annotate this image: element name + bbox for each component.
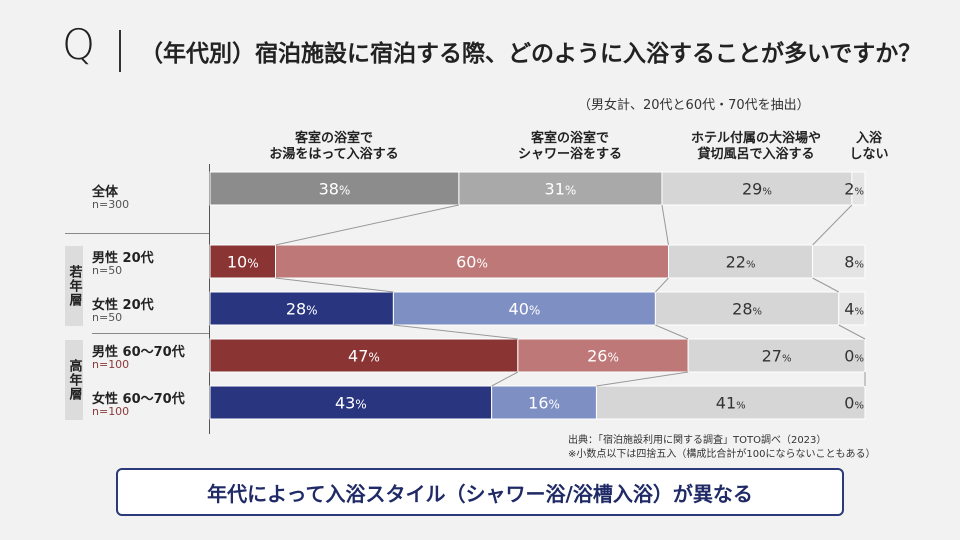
- data-label: 28%: [286, 300, 318, 319]
- column-header-line: しない: [849, 147, 889, 162]
- separator-line: [92, 333, 209, 334]
- column-header-shower: 客室の浴室で シャワー浴をする: [500, 131, 640, 163]
- data-label: 43%: [335, 394, 367, 413]
- bar-public-bath: [654, 291, 840, 326]
- connector-line: [275, 277, 394, 293]
- connector-line: [275, 204, 460, 246]
- row-label-female-20s: 女性 20代: [92, 298, 154, 313]
- row-label-overall: 全体: [92, 185, 119, 200]
- column-header-line: ホテル付属の大浴場や: [690, 131, 821, 146]
- data-label: 22%: [726, 253, 756, 272]
- y-axis-line: [209, 164, 210, 434]
- data-label: 0%: [844, 394, 864, 413]
- bar-shower: [275, 244, 669, 279]
- column-header-line: 客室の浴室で: [294, 131, 373, 146]
- source-note: 出典：「宿泊施設利用に関する調査」TOTO調べ（2023） ※小数点以下は四捨五…: [568, 434, 875, 462]
- connector-line: [491, 371, 519, 387]
- row-n-male-20s: n=50: [92, 264, 123, 277]
- row-n-male-60-70s: n=100: [92, 358, 130, 371]
- group-label-young: 若年層: [65, 246, 83, 326]
- data-label: 10%: [227, 253, 259, 272]
- column-header-line: 入浴: [855, 131, 882, 146]
- bar-no-bath: [851, 171, 866, 206]
- data-label: 16%: [528, 394, 560, 413]
- connector-line: [596, 371, 689, 387]
- column-header-line: お湯をはって入浴する: [269, 147, 399, 162]
- row-label-male-20s: 男性 20代: [92, 251, 154, 266]
- bar-bath: [209, 338, 519, 373]
- data-label: 27%: [762, 347, 792, 366]
- bar-shower: [458, 171, 663, 206]
- bar-public-bath: [687, 338, 866, 373]
- bar-public-bath: [595, 385, 866, 420]
- bar-shower: [392, 291, 656, 326]
- row-label-male-60-70s: 男性 60〜70代: [92, 345, 185, 360]
- data-label: 31%: [545, 180, 577, 199]
- question-subtitle: （男女計、20代と60代・70代を抽出）: [578, 98, 810, 113]
- data-label: 41%: [716, 394, 746, 413]
- bar-shower: [517, 338, 689, 373]
- column-header-bath: 客室の浴室で お湯をはって入浴する: [264, 131, 404, 163]
- question-mark: Q: [62, 20, 96, 69]
- connector-line: [655, 324, 689, 340]
- connector-line: [812, 277, 840, 293]
- question-text: （年代別）宿泊施設に宿泊する際、どのように入浴することが多いですか？: [140, 41, 922, 67]
- column-header-line: シャワー浴をする: [517, 147, 622, 162]
- column-header-no-bath: 入浴 しない: [844, 131, 894, 163]
- bar-bath: [209, 171, 460, 206]
- connector-line: [812, 204, 853, 246]
- bar-bath: [209, 385, 493, 420]
- column-header-line: 貸切風呂で入浴する: [697, 147, 815, 162]
- data-label: 2%: [844, 180, 864, 199]
- data-label: 29%: [742, 180, 772, 199]
- row-n-female-20s: n=50: [92, 311, 123, 324]
- row-label-female-60-70s: 女性 60〜70代: [92, 392, 185, 407]
- bar-shower: [491, 385, 597, 420]
- row-n-female-60-70s: n=100: [92, 405, 130, 418]
- source-line: 出典：「宿泊施設利用に関する調査」TOTO調べ（2023）: [568, 435, 827, 446]
- bar-no-bath: [838, 291, 866, 326]
- connector-line: [838, 324, 866, 340]
- connector-line: [655, 277, 669, 293]
- question-divider: [119, 30, 121, 72]
- group-label-old: 高年層: [65, 340, 83, 420]
- footnote-line: ※小数点以下は四捨五入（構成比合計が100にならないこともある）: [568, 449, 876, 460]
- data-label: 0%: [844, 347, 864, 366]
- data-label: 40%: [509, 300, 541, 319]
- bar-public-bath: [661, 171, 853, 206]
- data-label: 47%: [348, 347, 380, 366]
- connector-line: [393, 324, 518, 340]
- bar-bath: [209, 244, 276, 279]
- data-label: 28%: [732, 300, 762, 319]
- data-label: 8%: [844, 253, 864, 272]
- conclusion-banner: 年代によって入浴スタイル（シャワー浴/浴槽入浴）が異なる: [116, 468, 844, 516]
- data-label: 38%: [319, 180, 351, 199]
- data-label: 4%: [844, 300, 864, 319]
- column-header-public-bath: ホテル付属の大浴場や 貸切風呂で入浴する: [676, 131, 836, 163]
- data-label: 60%: [456, 253, 488, 272]
- bar-no-bath: [812, 244, 866, 279]
- data-label: 26%: [587, 347, 619, 366]
- separator-line: [65, 233, 209, 234]
- column-header-line: 客室の浴室で: [530, 131, 609, 146]
- bar-public-bath: [668, 244, 814, 279]
- row-n-overall: n=300: [92, 198, 130, 211]
- bar-bath: [209, 291, 394, 326]
- connector-line: [661, 204, 669, 246]
